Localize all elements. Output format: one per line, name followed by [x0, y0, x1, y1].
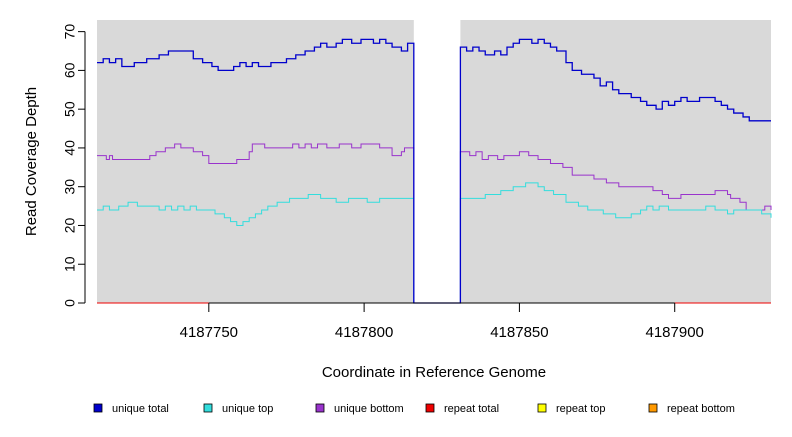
y-tick-label: 20 — [62, 217, 78, 233]
legend-item-unique-total: unique total — [93, 403, 169, 415]
legend-label: unique total — [112, 403, 169, 415]
y-tick-label: 40 — [62, 140, 78, 156]
legend-swatch — [648, 403, 658, 413]
legend-label: repeat top — [556, 403, 606, 415]
legend-item-unique-top: unique top — [203, 403, 273, 415]
legend-swatch — [93, 403, 103, 413]
legend-label: repeat total — [444, 403, 499, 415]
y-axis: 0 10 20 30 40 50 60 70 — [62, 24, 86, 307]
legend-item-unique-bottom: unique bottom — [315, 403, 404, 415]
legend-swatch — [315, 403, 325, 413]
y-tick-label: 0 — [62, 299, 78, 307]
legend-label: repeat bottom — [667, 403, 735, 415]
y-tick-label: 60 — [62, 62, 78, 78]
y-tick-label: 70 — [62, 24, 78, 40]
legend-swatch — [537, 403, 547, 413]
series-line-unique-total — [97, 38, 771, 304]
legend-item-repeat-bottom: repeat bottom — [648, 403, 735, 415]
y-tick-label: 30 — [62, 179, 78, 195]
x-tick-label: 4187850 — [490, 324, 548, 341]
legend-item-repeat-top: repeat top — [537, 403, 606, 415]
legend: unique total unique top unique bottom repea… — [93, 403, 735, 415]
legend-swatch — [203, 403, 213, 413]
x-tick-label: 4187800 — [335, 324, 393, 341]
x-tick-label: 4187900 — [646, 324, 704, 341]
coverage-gap — [413, 20, 461, 303]
series-line-unique-top — [97, 182, 772, 304]
legend-swatch — [425, 403, 435, 413]
x-tick-label: 4187750 — [180, 324, 238, 341]
legend-label: unique bottom — [334, 403, 404, 415]
y-tick-label: 10 — [62, 256, 78, 272]
y-tick-label: 50 — [62, 101, 78, 117]
y-axis-label: Read Coverage Depth — [23, 87, 40, 236]
x-axis-label: Coordinate in Reference Genome — [322, 364, 546, 381]
legend-item-repeat-total: repeat total — [425, 403, 499, 415]
x-axis: 4187750 4187800 4187850 4187900 — [180, 302, 704, 341]
legend-label: unique top — [222, 403, 273, 415]
